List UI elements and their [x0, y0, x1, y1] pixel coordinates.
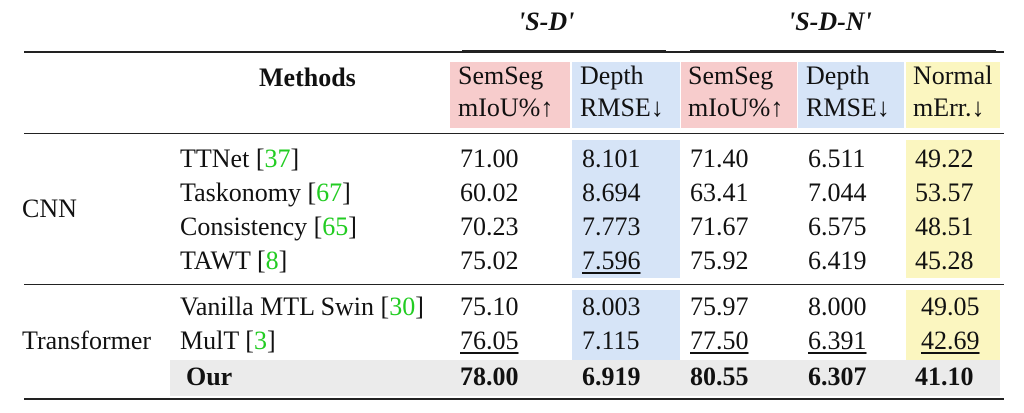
col-header-semseg-sd: SemSeg mIoU%↑: [458, 60, 553, 124]
cell-value: 70.23: [460, 212, 519, 241]
sdn-group-rule: [690, 50, 996, 51]
cell-value: 8.101: [582, 144, 641, 173]
bottom-rule: [24, 398, 1004, 400]
method-name: MulT [3]: [180, 326, 276, 355]
cell-value-best: 6.919: [582, 362, 641, 391]
citation-link[interactable]: 65: [322, 212, 349, 241]
citation-link[interactable]: 3: [253, 326, 267, 355]
col-header-line1: Normal: [913, 61, 993, 90]
group-header-sdn: 'S-D-N': [788, 7, 872, 36]
section-rule: [24, 284, 1004, 285]
col-header-line1: Depth: [580, 61, 644, 90]
method-name: TAWT [8]: [180, 246, 288, 275]
cell-value: 6.419: [808, 246, 867, 275]
depth-sd-trans-bg: [572, 290, 680, 360]
cell-value: 45.28: [915, 246, 974, 275]
cell-value: 60.02: [460, 178, 519, 207]
depth-sdn-header-bg: [798, 62, 904, 128]
depth-sd-cnn-bg: [572, 140, 680, 278]
methods-header: Methods: [259, 63, 356, 92]
category-cnn: CNN: [22, 194, 77, 223]
col-header-line1: SemSeg: [688, 61, 774, 90]
top-rule: [24, 51, 1004, 53]
cell-value: 6.511: [808, 144, 866, 173]
cell-value-second-best: 77.50: [690, 326, 749, 355]
semseg-sd-header-bg: [450, 62, 570, 128]
method-label: Taskonomy: [180, 178, 301, 207]
cell-value: 75.97: [690, 292, 749, 321]
semseg-sdn-header-bg: [681, 62, 797, 128]
col-header-line1: SemSeg: [458, 61, 544, 90]
depth-sd-header-bg: [572, 62, 680, 128]
method-label: Vanilla MTL Swin: [180, 292, 375, 321]
cell-value: 48.51: [915, 212, 974, 241]
citation-link[interactable]: 37: [264, 144, 291, 173]
col-header-line2: mIoU%↑: [458, 93, 554, 122]
normal-cnn-bg: [906, 140, 1000, 278]
method-name: Consistency [65]: [180, 212, 357, 241]
cell-value: 49.05: [921, 292, 980, 321]
col-header-line2: mIoU%↑: [688, 93, 784, 122]
method-label: Consistency: [180, 212, 308, 241]
mid-rule: [24, 133, 1004, 134]
sd-group-rule: [462, 50, 666, 51]
cell-value: 71.40: [690, 144, 749, 173]
cell-value-best: 80.55: [690, 362, 749, 391]
group-header-sd: 'S-D': [518, 7, 575, 36]
cell-value: 75.02: [460, 246, 519, 275]
cell-value-second-best: 42.69: [921, 326, 980, 355]
normal-trans-bg: [906, 290, 1000, 360]
cell-value-second-best: 6.391: [808, 326, 867, 355]
cell-value: 49.22: [915, 144, 974, 173]
col-header-line2: RMSE↓: [580, 93, 664, 122]
cell-value: 75.10: [460, 292, 519, 321]
col-header-depth-sd: Depth RMSE↓: [580, 60, 664, 124]
our-row-bg: [170, 360, 1000, 396]
col-header-line1: Depth: [806, 61, 870, 90]
method-label: MulT: [180, 326, 239, 355]
cell-value: 8.000: [808, 292, 867, 321]
cell-value-second-best: 76.05: [460, 326, 519, 355]
cell-value: 63.41: [690, 178, 749, 207]
citation-link[interactable]: 8: [265, 246, 279, 275]
method-name: Vanilla MTL Swin [30]: [180, 292, 424, 321]
normal-header-bg: [906, 62, 1000, 128]
method-name-our: Our: [186, 362, 233, 391]
method-label: TAWT: [180, 246, 251, 275]
col-header-semseg-sdn: SemSeg mIoU%↑: [688, 60, 783, 124]
cell-value: 53.57: [915, 178, 974, 207]
method-label: TTNet: [180, 144, 250, 173]
category-transformer: Transformer: [22, 326, 152, 355]
col-header-depth-sdn: Depth RMSE↓: [806, 60, 890, 124]
cell-value-best: 41.10: [915, 362, 974, 391]
cell-value: 71.67: [690, 212, 749, 241]
citation-link[interactable]: 67: [316, 178, 343, 207]
cell-value: 71.00: [460, 144, 519, 173]
cell-value: 6.575: [808, 212, 867, 241]
cell-value: 75.92: [690, 246, 749, 275]
cell-value: 8.003: [582, 292, 641, 321]
cell-value: 7.044: [808, 178, 867, 207]
cell-value: 7.115: [582, 326, 640, 355]
cell-value-best: 6.307: [808, 362, 867, 391]
method-name: TTNet [37]: [180, 144, 300, 173]
cell-value: 8.694: [582, 178, 641, 207]
method-name: Taskonomy [67]: [180, 178, 351, 207]
col-header-line2: RMSE↓: [806, 93, 890, 122]
col-header-normal-sdn: Normal mErr.↓: [913, 60, 992, 124]
citation-link[interactable]: 30: [389, 292, 416, 321]
cell-value-best: 78.00: [460, 362, 519, 391]
cell-value-second-best: 7.596: [582, 246, 641, 275]
cell-value: 7.773: [582, 212, 641, 241]
col-header-line2: mErr.↓: [913, 93, 985, 122]
